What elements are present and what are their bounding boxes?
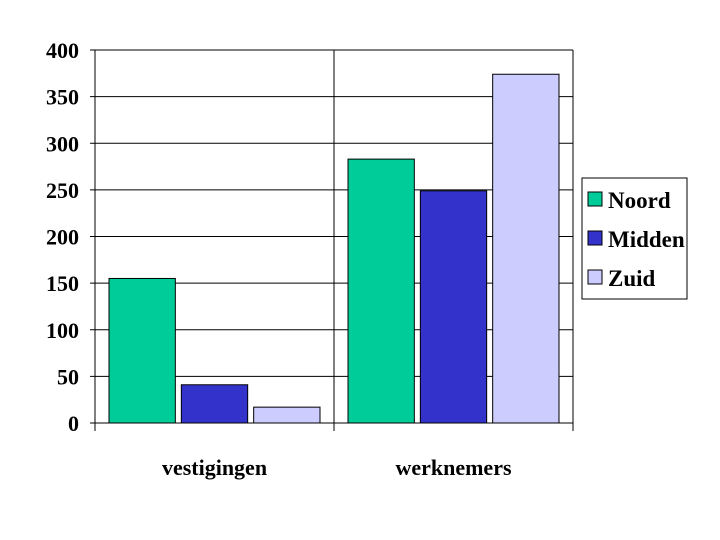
- y-tick-label: 300: [46, 131, 79, 156]
- legend-label-zuid: Zuid: [608, 266, 656, 291]
- x-category-label: werknemers: [395, 455, 512, 480]
- y-tick-label: 350: [46, 85, 79, 110]
- bar-midden-vestigingen: [180, 384, 249, 424]
- x-axis-category-labels: vestigingen werknemers: [162, 455, 512, 480]
- y-tick-label: 50: [57, 364, 79, 389]
- bar-zuid-vestigingen: [253, 406, 321, 424]
- axes: [90, 49, 574, 431]
- y-tick-label: 400: [46, 38, 79, 63]
- bar-zuid-werknemers: [492, 73, 560, 424]
- x-category-label: vestigingen: [162, 455, 267, 480]
- legend: Noord Midden Zuid: [581, 177, 688, 300]
- y-tick-label: 250: [46, 178, 79, 203]
- y-tick-label: 150: [46, 271, 79, 296]
- bars: [108, 73, 560, 424]
- legend-swatch-zuid: [587, 269, 603, 285]
- bar-noord-werknemers: [347, 158, 415, 424]
- legend-swatch-midden: [587, 230, 603, 246]
- bar-midden-werknemers: [419, 190, 488, 424]
- y-tick-label: 0: [68, 411, 79, 436]
- legend-swatch-noord: [587, 191, 603, 207]
- legend-label-midden: Midden: [608, 227, 685, 252]
- bar-noord-vestigingen: [108, 277, 176, 424]
- y-axis-tick-labels: 0 50 100 150 200 250 300 350 400: [46, 38, 79, 436]
- legend-label-noord: Noord: [608, 188, 671, 213]
- y-tick-label: 100: [46, 318, 79, 343]
- y-tick-label: 200: [46, 225, 79, 250]
